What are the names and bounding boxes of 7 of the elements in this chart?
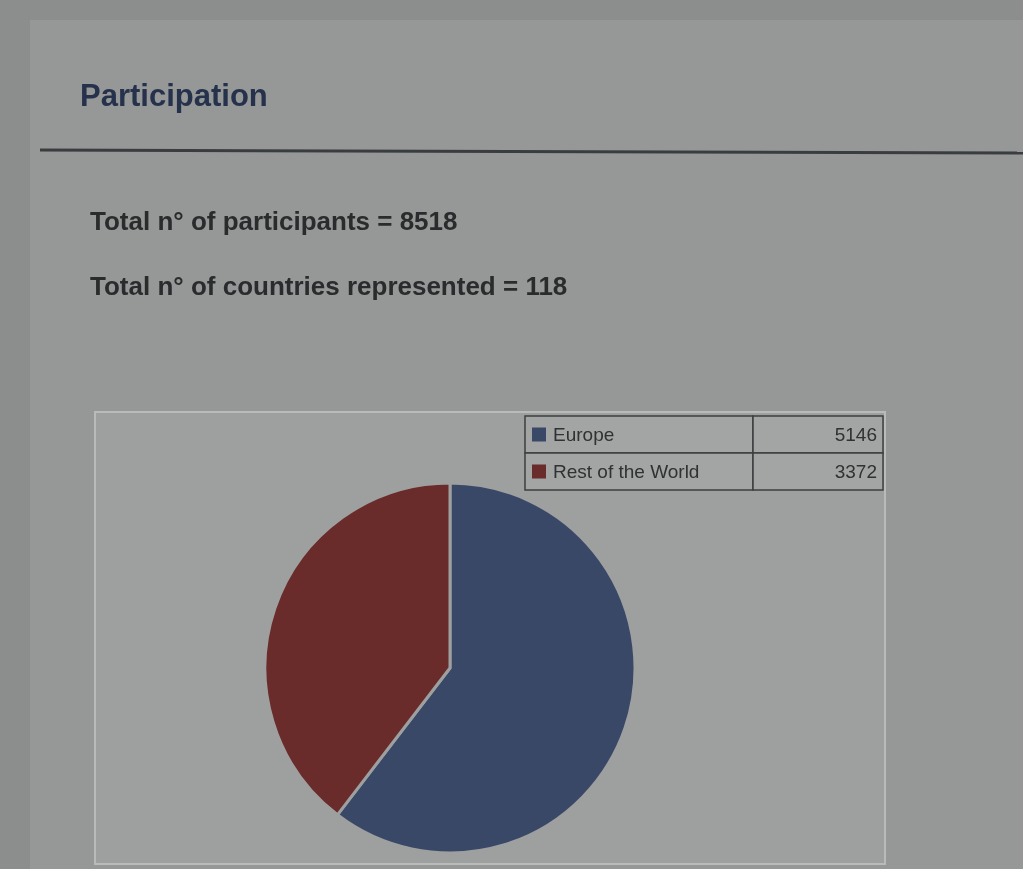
chart-subtitle: Total n° of participants = 8518 [90,206,458,236]
data-label: 3372 [834,461,877,483]
legend-label: Rest of the World [553,461,700,483]
text: Total n° of countries represented = 118 [90,271,568,301]
chart-title: Participation [80,78,268,113]
legend-label: Europe [553,424,615,446]
data-label: 5146 [834,424,877,446]
